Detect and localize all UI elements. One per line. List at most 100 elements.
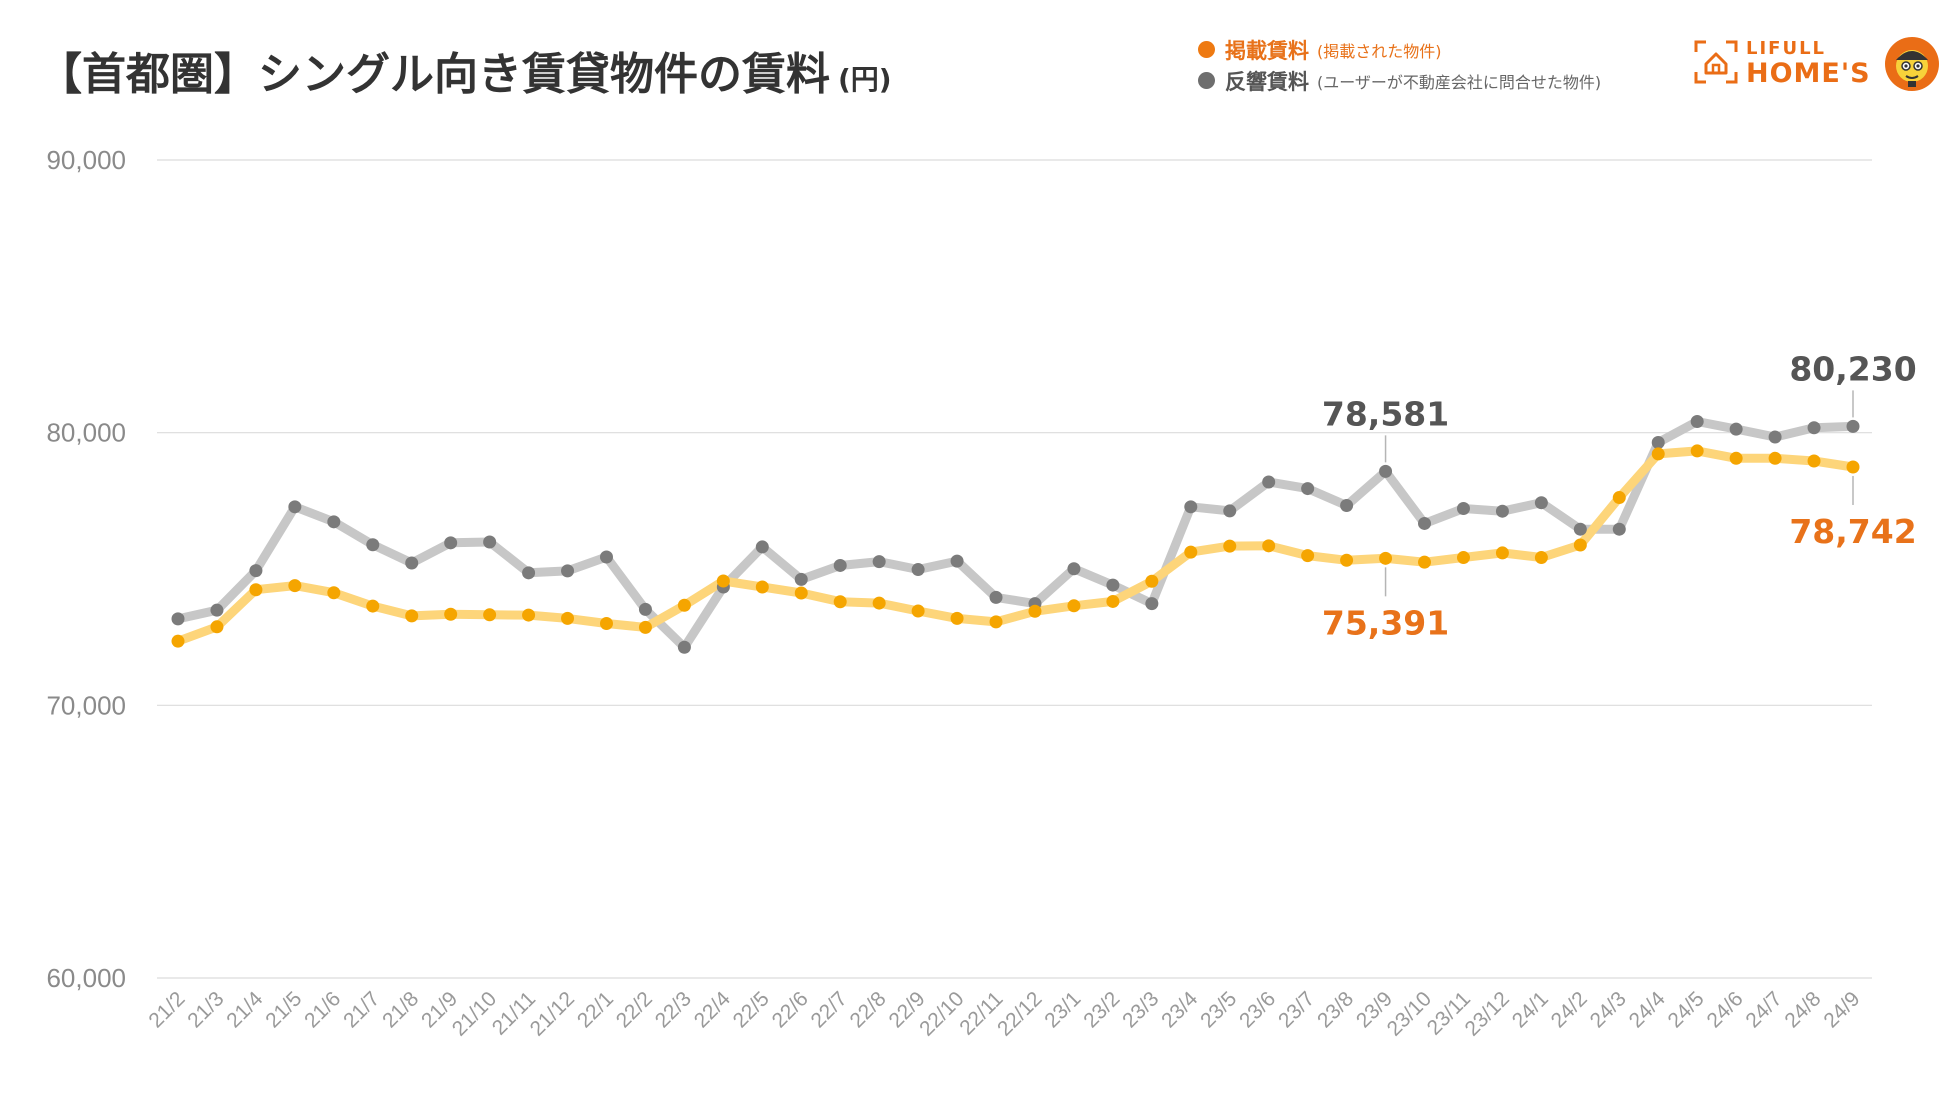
data-point: [1223, 539, 1237, 553]
data-point: [444, 536, 458, 550]
data-point: [1495, 504, 1509, 518]
legend-swatch-inquiry: [1198, 72, 1215, 89]
data-point: [911, 563, 925, 577]
y-tick-label: 70,000: [46, 690, 126, 720]
x-tick-label: 23/12: [1461, 987, 1514, 1040]
data-point: [1184, 545, 1198, 559]
data-point: [755, 580, 769, 594]
house-icon: [1694, 40, 1738, 84]
y-axis-ticks: 60,000 70,000 80,000 90,000: [46, 145, 126, 993]
legend-item-inquiry: 反響賃料 (ユーザーが不動産会社に問合せた物件): [1198, 65, 1601, 96]
data-point: [638, 620, 652, 634]
data-point: [288, 579, 302, 593]
data-point: [1651, 447, 1665, 461]
data-point: [755, 540, 769, 554]
data-point: [1690, 414, 1704, 428]
legend-label-inquiry: 反響賃料: [1225, 69, 1309, 94]
data-point: [1301, 549, 1315, 563]
data-point: [599, 617, 613, 631]
data-point: [1340, 498, 1354, 512]
data-point: [1534, 551, 1548, 565]
data-point: [405, 609, 419, 623]
x-tick-label: 23/5: [1196, 987, 1241, 1032]
mascot-icon: [1885, 37, 1939, 91]
data-point: [1768, 451, 1782, 465]
data-point: [1729, 422, 1743, 436]
data-point: [872, 555, 886, 569]
x-tick-label: 21/3: [183, 987, 228, 1032]
x-tick-label: 24/8: [1780, 987, 1825, 1032]
data-point: [1573, 538, 1587, 552]
data-point: [677, 598, 691, 612]
annotation-label: 78,581: [1322, 394, 1449, 433]
data-point: [794, 586, 808, 600]
data-point: [288, 500, 302, 514]
data-point: [210, 603, 224, 617]
data-point: [1612, 491, 1626, 505]
legend-note-listed: (掲載された物件): [1317, 41, 1442, 61]
brand-logo: LIFULL HOME'S: [1694, 36, 1942, 92]
data-point: [638, 602, 652, 616]
x-tick-label: 23/1: [1040, 987, 1085, 1032]
annotations: 78,581 75,391 80,230 78,742: [1322, 349, 1917, 642]
data-point: [366, 538, 380, 552]
data-point: [561, 611, 575, 625]
data-point: [833, 595, 847, 609]
data-point: [249, 583, 263, 597]
data-point: [1456, 551, 1470, 565]
legend-label-listed: 掲載賃料: [1225, 38, 1309, 63]
data-point: [522, 608, 536, 622]
legend-note-inquiry: (ユーザーが不動産会社に問合せた物件): [1317, 72, 1602, 92]
x-tick-label: 23/2: [1079, 987, 1124, 1032]
y-tick-label: 80,000: [46, 418, 126, 448]
x-tick-label: 22/3: [651, 987, 696, 1032]
data-point: [677, 640, 691, 654]
annotation-label: 80,230: [1789, 349, 1916, 388]
x-tick-label: 23/4: [1157, 987, 1202, 1032]
legend-swatch-listed: [1198, 41, 1215, 58]
data-point: [794, 572, 808, 586]
x-tick-label: 24/5: [1664, 987, 1709, 1032]
x-tick-label: 23/10: [1383, 987, 1436, 1040]
x-tick-label: 21/8: [378, 987, 423, 1032]
x-tick-label: 24/1: [1508, 987, 1553, 1032]
data-point: [989, 590, 1003, 604]
data-point: [1067, 599, 1081, 613]
data-point: [1262, 475, 1276, 489]
data-point: [1690, 444, 1704, 458]
x-tick-label: 21/4: [222, 987, 267, 1032]
data-point: [1534, 496, 1548, 510]
data-point: [1418, 555, 1432, 569]
data-point: [1729, 451, 1743, 465]
data-point: [911, 604, 925, 618]
x-tick-label: 21/12: [526, 987, 579, 1040]
x-tick-label: 21/6: [300, 987, 345, 1032]
data-point: [561, 564, 575, 578]
data-point: [1495, 546, 1509, 560]
data-point: [1106, 594, 1120, 608]
data-point: [327, 515, 341, 529]
data-point: [950, 554, 964, 568]
data-point: [1418, 516, 1432, 530]
data-point: [405, 556, 419, 570]
x-tick-label: 23/8: [1313, 987, 1358, 1032]
x-tick-label: 24/3: [1586, 987, 1631, 1032]
legend: 掲載賃料 (掲載された物件) 反響賃料 (ユーザーが不動産会社に問合せた物件): [1198, 34, 1601, 96]
x-tick-label: 22/4: [690, 987, 735, 1032]
data-point: [1807, 454, 1821, 468]
data-point: [1067, 562, 1081, 576]
x-tick-label: 21/5: [261, 987, 306, 1032]
data-point: [1028, 604, 1042, 618]
x-tick-label: 22/8: [846, 987, 891, 1032]
title-text: 【首都圏】シングル向き賃貸物件の賃料: [38, 49, 830, 100]
x-tick-label: 23/6: [1235, 987, 1280, 1032]
grid-lines: [157, 159, 1872, 979]
x-tick-label: 23/7: [1274, 987, 1319, 1032]
x-tick-label: 22/7: [807, 987, 852, 1032]
brand-main-text: HOME'S: [1746, 58, 1871, 89]
data-point: [1379, 551, 1393, 565]
x-tick-label: 24/4: [1625, 987, 1670, 1032]
data-point: [1262, 539, 1276, 553]
data-point: [171, 612, 185, 626]
data-point: [1301, 482, 1315, 496]
